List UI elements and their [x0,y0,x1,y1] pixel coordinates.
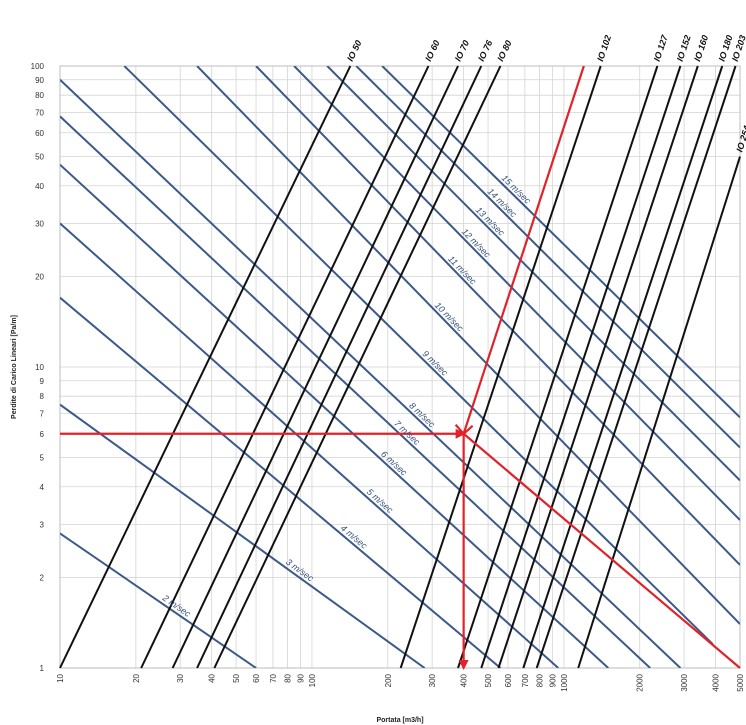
diameter-line [522,65,724,669]
diameter-label: IO 80 [495,39,513,63]
diameter-label: IO 60 [423,39,442,63]
x-tick-label: 5000 [736,673,745,691]
x-tick-label: 300 [428,673,437,687]
example-line [462,432,741,669]
diameter-line [535,65,737,669]
x-tick-label: 90 [296,673,305,682]
diameter-line [497,65,699,669]
diameter-line [577,156,741,669]
diameter-label: IO 152 [675,34,693,63]
y-tick-label: 50 [35,153,44,162]
diameter-line [59,65,352,669]
diameter-line [480,65,682,669]
velocity-line [60,79,682,668]
example-arrow-head [454,424,474,436]
y-tick-label: 40 [35,182,44,191]
y-axis-label: Perdite di Carico Lineari [Pa/m] [11,315,18,419]
x-tick-label: 30 [176,673,185,682]
y-tick-label: 5 [40,454,45,463]
diameter-line [213,65,502,669]
y-tick-label: 8 [40,392,45,401]
y-tick-label: 4 [40,483,45,492]
x-tick-label: 10 [56,673,65,682]
velocity-line [60,115,651,668]
velocity-line [60,532,257,668]
diameter-label: IO 160 [692,34,710,63]
x-tick-label: 600 [504,673,513,687]
y-axis-ticks: 1 2 3 4 5 6 7 8 9 10 20 30 40 50 60 70 80 90 100 [31,62,45,673]
x-tick-label: 500 [484,673,493,687]
velocity-line [255,66,740,566]
x-tick-label: 50 [232,673,241,682]
y-tick-label: 9 [40,377,45,386]
y-tick-label: 100 [31,62,45,71]
velocity-line [381,66,740,419]
grid [59,65,741,669]
y-tick-label: 1 [40,664,45,673]
velocity-line [355,66,740,449]
diameter-line [457,65,659,669]
y-tick-label: 30 [35,219,44,228]
velocity-line [196,66,740,625]
diameter-label: IO 102 [595,34,613,63]
y-tick-label: 90 [35,76,44,85]
y-tick-label: 20 [35,272,44,281]
x-tick-label: 60 [252,673,261,682]
x-tick-label: 20 [132,673,141,682]
x-tick-label: 70 [269,673,278,682]
velocity-line [60,222,559,668]
diameter-line [399,65,602,669]
x-tick-label: 900 [548,673,557,687]
y-tick-label: 2 [40,573,45,582]
y-tick-label: 3 [40,520,45,529]
example-line [462,65,585,435]
diameter-line [196,65,483,669]
example-lines [60,65,741,670]
diameter-line [140,65,430,669]
velocity-line [60,403,426,668]
diameter-label: IO 254 [734,124,746,153]
y-tick-label: 80 [35,91,44,100]
x-tick-label: 200 [384,673,393,687]
velocity-line [123,66,714,645]
y-tick-label: 10 [35,363,44,372]
y-tick-label: 70 [35,109,44,118]
x-tick-label: 4000 [712,673,721,691]
diameter-line [171,65,459,669]
x-axis-ticks: 10 20 30 40 50 60 70 80 90 100 200 300 400 500 600 700 8… [56,673,745,691]
velocity-line [60,296,502,668]
diameter-label: IO 127 [652,33,670,63]
y-tick-label: 7 [40,410,45,419]
x-tick-label: 700 [521,673,530,687]
velocity-lines [60,66,740,668]
plot-frame [59,65,741,669]
velocity-line [293,66,740,521]
x-tick-label: 1000 [560,673,569,691]
y-tick-label: 6 [40,430,45,439]
x-tick-label: 40 [208,673,217,682]
diameter-label: IO 70 [453,39,471,63]
x-axis-label: Portata [m3/h] [376,717,423,724]
x-tick-label: 100 [308,673,317,687]
x-tick-label: 80 [284,673,293,682]
x-tick-label: 2000 [636,673,645,691]
y-tick-label: 60 [35,129,44,138]
x-tick-label: 400 [460,673,469,687]
diameter-label: IO 50 [345,39,364,63]
diameter-lines [59,65,741,669]
x-tick-label: 800 [535,673,544,687]
x-tick-label: 3000 [680,673,689,691]
diameter-label: IO 76 [476,38,495,63]
